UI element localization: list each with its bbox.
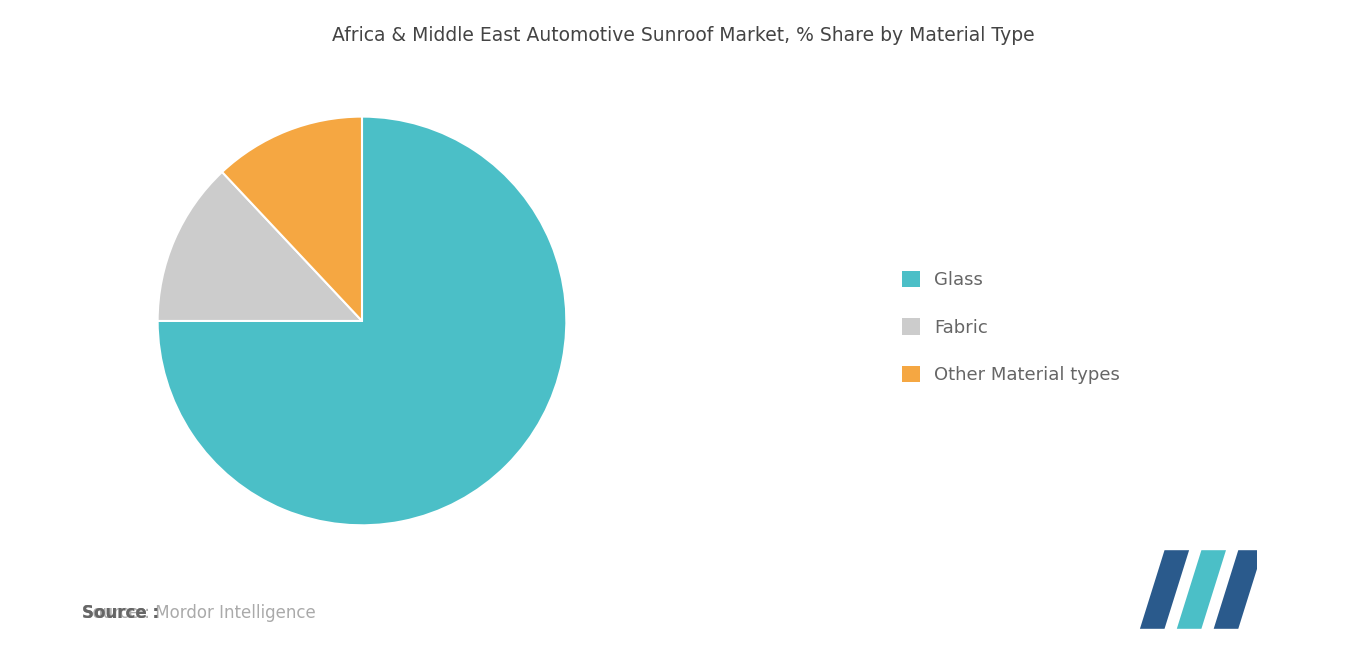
Polygon shape [1213, 550, 1262, 629]
Text: Source :: Source : [82, 605, 158, 622]
Text: Africa & Middle East Automotive Sunroof Market, % Share by Material Type: Africa & Middle East Automotive Sunroof … [332, 26, 1034, 45]
Polygon shape [1177, 550, 1227, 629]
Polygon shape [1139, 550, 1188, 629]
Legend: Glass, Fabric, Other Material types: Glass, Fabric, Other Material types [895, 264, 1127, 391]
Wedge shape [157, 117, 567, 525]
Text: Source :: Source : [82, 605, 158, 622]
Wedge shape [157, 172, 362, 321]
Text: Source : Mordor Intelligence: Source : Mordor Intelligence [82, 605, 316, 622]
Wedge shape [223, 117, 362, 321]
